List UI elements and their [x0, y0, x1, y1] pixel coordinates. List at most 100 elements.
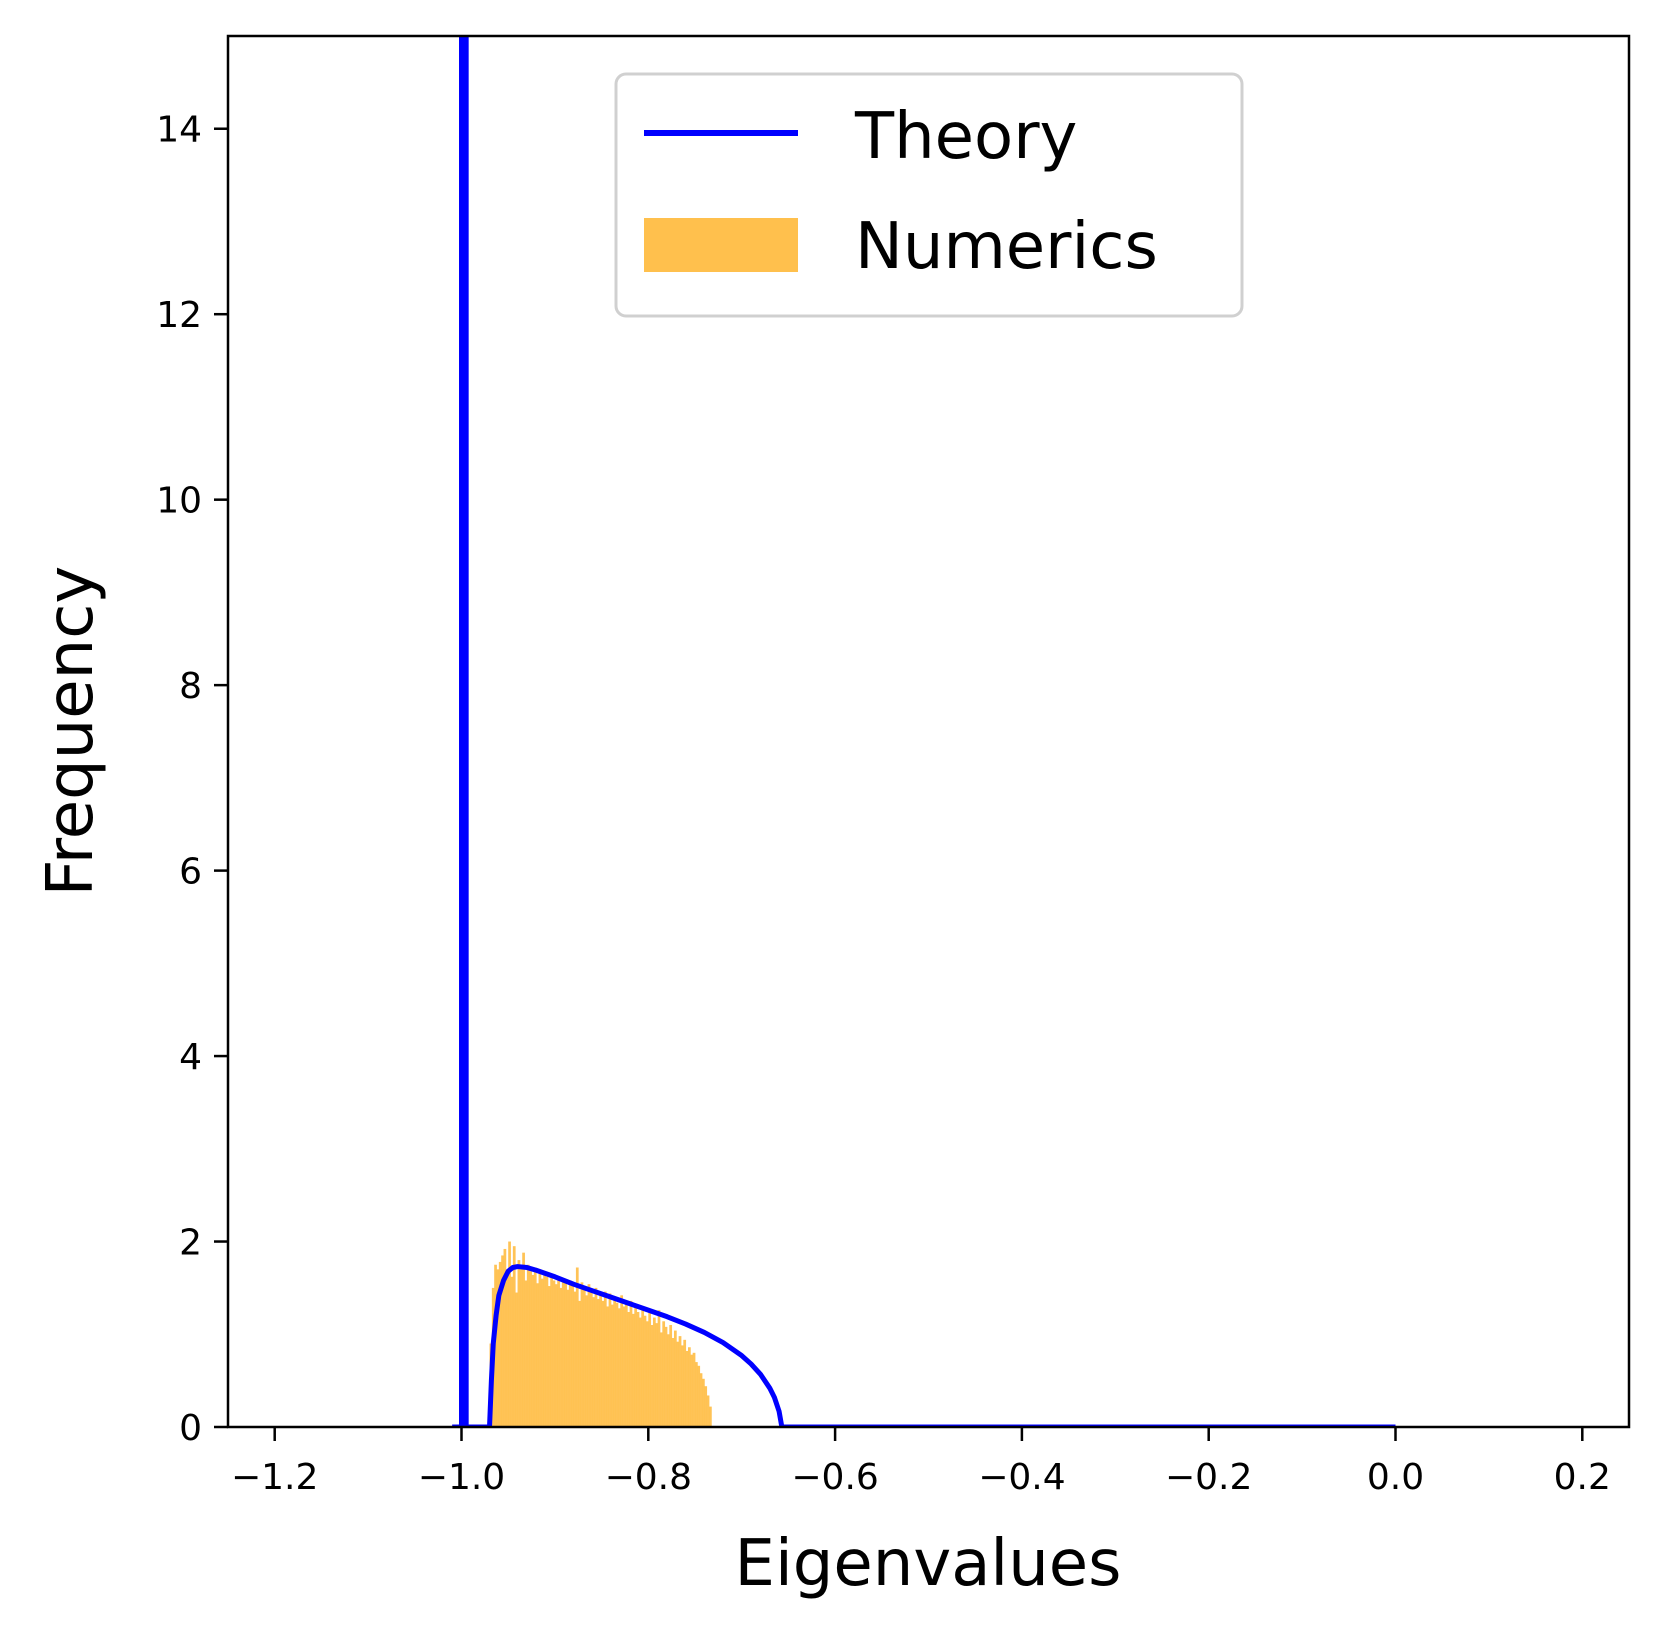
y-axis: 0 2 4 6 8 10 12 14 [156, 110, 228, 1449]
histogram-bar [645, 1321, 649, 1427]
histogram-bar [638, 1317, 642, 1427]
histogram-bar [578, 1300, 581, 1427]
histogram-bar [648, 1312, 652, 1427]
histogram-bar [680, 1345, 684, 1427]
histogram-bar [587, 1284, 591, 1427]
x-tick-label: −0.8 [605, 1457, 692, 1498]
histogram-bar [543, 1273, 546, 1427]
histogram-bar [596, 1299, 600, 1427]
histogram-bar [508, 1241, 511, 1427]
histogram-bar [533, 1267, 537, 1427]
theory-line [452, 36, 1396, 1427]
y-tick-label: 14 [156, 110, 202, 151]
y-tick-label: 10 [156, 481, 202, 522]
histogram-bar [526, 1264, 530, 1427]
histogram-bar [615, 1302, 619, 1427]
histogram-bar [505, 1271, 509, 1427]
x-axis: −1.2 −1.0 −0.8 −0.6 −0.4 −0.2 0.0 0.2 [231, 1427, 1611, 1498]
histogram-bar [501, 1255, 504, 1427]
histogram-bar [592, 1297, 595, 1427]
histogram-bar [669, 1324, 673, 1427]
histogram-bar [650, 1324, 654, 1427]
histogram-bar [706, 1395, 710, 1427]
histogram-bar [510, 1276, 514, 1427]
histogram-bar [697, 1365, 701, 1427]
histogram-bar [634, 1306, 638, 1427]
legend-theory-label: Theory [854, 100, 1077, 174]
histogram-bar [573, 1291, 577, 1427]
histogram-bar [657, 1310, 661, 1427]
x-tick-label: −0.4 [978, 1457, 1065, 1498]
histogram-bar [673, 1330, 677, 1427]
y-tick-label: 2 [179, 1223, 202, 1264]
histogram-bar [671, 1337, 675, 1427]
histogram-bar [685, 1350, 689, 1427]
y-axis-label: Frequency [34, 566, 108, 897]
histogram-bar [664, 1326, 668, 1427]
histogram-bar [531, 1274, 535, 1427]
histogram-bar [519, 1269, 523, 1427]
histogram-bar [503, 1248, 507, 1427]
histogram-bar [608, 1293, 612, 1427]
histogram-bar [709, 1406, 712, 1427]
y-tick-label: 12 [156, 295, 202, 336]
legend-numerics-swatch [644, 218, 798, 272]
histogram-bar [589, 1291, 593, 1427]
histogram-bar [585, 1295, 588, 1427]
legend-numerics-label: Numerics [855, 210, 1158, 284]
histogram-bar [688, 1347, 691, 1427]
histogram-bar [662, 1321, 666, 1427]
histogram-bar [620, 1295, 624, 1427]
histogram-bar [566, 1289, 570, 1427]
histogram-bar [536, 1283, 539, 1427]
y-tick-label: 6 [179, 852, 202, 893]
numerics-histogram [489, 1241, 712, 1427]
histogram-bar [606, 1306, 610, 1427]
x-tick-label: 0.2 [1554, 1457, 1611, 1498]
histogram-bar [515, 1292, 518, 1427]
histogram-bar [580, 1282, 584, 1427]
histogram-bar [622, 1306, 626, 1427]
histogram-bar [627, 1312, 631, 1427]
histogram-bar [601, 1300, 605, 1427]
histogram-bar [524, 1280, 528, 1427]
histogram-bar [695, 1362, 698, 1427]
histogram-bar [613, 1297, 617, 1427]
histogram-bar [659, 1332, 663, 1427]
legend: Theory Numerics [614, 72, 1244, 318]
theory-series [452, 36, 1396, 1427]
histogram-bar [498, 1261, 502, 1427]
histogram-bar [704, 1386, 708, 1427]
histogram-bar [582, 1289, 586, 1427]
histogram-bar [655, 1323, 659, 1427]
histogram-bar [631, 1313, 635, 1427]
x-axis-label: Eigenvalues [735, 1527, 1122, 1601]
histogram-bar [545, 1276, 549, 1427]
histogram-bar [666, 1334, 670, 1427]
histogram-bar [564, 1282, 567, 1427]
y-tick-label: 8 [179, 666, 202, 707]
x-tick-label: 0.0 [1367, 1457, 1424, 1498]
x-tick-label: −1.2 [231, 1457, 318, 1498]
histogram-bar [594, 1287, 598, 1427]
histogram-bar [561, 1278, 565, 1427]
histogram-bar [652, 1317, 656, 1427]
histogram-bar [571, 1286, 574, 1427]
histogram-bar [550, 1273, 553, 1427]
histogram-bar [522, 1252, 525, 1427]
histogram-bar [540, 1278, 544, 1427]
histogram-bar [692, 1352, 696, 1427]
histogram-bar [624, 1302, 628, 1427]
histogram-bar [559, 1287, 563, 1427]
histogram-bar [529, 1271, 532, 1427]
histogram-bar [610, 1304, 614, 1427]
histogram-bar [575, 1267, 579, 1427]
histogram-bar [547, 1286, 551, 1427]
y-tick-label: 0 [179, 1408, 202, 1449]
histogram-bar [676, 1341, 680, 1427]
histogram-bar [641, 1310, 645, 1427]
histogram-bar [690, 1354, 694, 1427]
histogram-bar [496, 1269, 500, 1427]
histogram-bar [643, 1315, 647, 1427]
